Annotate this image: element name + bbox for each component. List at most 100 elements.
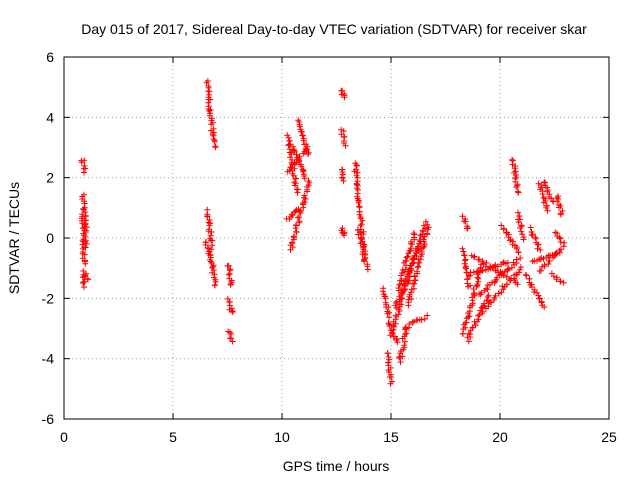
data-point-marker — [293, 186, 300, 193]
data-point-marker — [210, 263, 216, 270]
data-point-marker — [306, 179, 313, 186]
data-point-marker — [424, 221, 431, 228]
data-point-marker — [557, 211, 564, 218]
data-point-marker — [462, 264, 469, 271]
data-point-marker — [80, 268, 87, 274]
x-axis-label: GPS time / hours — [283, 458, 390, 474]
data-point-marker — [209, 131, 216, 138]
data-point-marker — [211, 282, 218, 289]
data-point-marker — [513, 245, 520, 252]
data-point-marker — [292, 182, 298, 189]
data-point-marker — [511, 165, 518, 172]
axis-ticks: 0 5 10 15 20 25 -6 -4 -2 0 2 4 6 — [42, 49, 617, 445]
data-point-marker — [392, 300, 399, 306]
data-point-marker — [83, 240, 90, 247]
data-point-marker — [301, 175, 308, 182]
data-point-marker — [503, 281, 510, 288]
data-point-marker — [495, 290, 502, 297]
data-point-marker — [338, 87, 345, 94]
data-point-marker — [514, 182, 521, 189]
data-point-marker — [560, 279, 567, 286]
x-tick-label: 15 — [383, 429, 399, 445]
x-tick-label: 20 — [492, 429, 508, 445]
data-point-marker — [212, 278, 219, 285]
data-point-marker — [81, 251, 88, 258]
data-point-marker — [85, 276, 91, 283]
y-tick-label: -6 — [42, 411, 55, 427]
data-point-marker — [475, 275, 482, 282]
data-point-marker — [494, 263, 501, 270]
data-point-marker — [479, 258, 486, 265]
data-point-marker — [462, 218, 469, 225]
data-point-marker — [520, 236, 527, 243]
data-point-marker — [298, 163, 305, 170]
data-point-marker — [395, 285, 402, 292]
data-point-marker — [471, 290, 478, 296]
data-point-marker — [410, 230, 417, 237]
data-point-marker — [301, 192, 308, 199]
data-point-marker — [527, 224, 534, 231]
data-point-marker — [406, 248, 413, 255]
data-point-marker — [395, 311, 402, 318]
data-point-marker — [387, 327, 394, 334]
data-point-marker — [541, 179, 548, 186]
data-point-marker — [78, 159, 85, 166]
data-point-marker — [420, 222, 427, 229]
data-point-marker — [342, 142, 349, 149]
x-tick-label: 5 — [169, 429, 177, 445]
data-point-marker — [534, 245, 541, 252]
data-point-marker — [212, 144, 219, 151]
data-point-marker — [517, 255, 524, 262]
data-point-marker — [504, 266, 511, 273]
data-point-marker — [340, 178, 347, 184]
data-point-marker — [82, 260, 89, 267]
data-point-marker — [211, 138, 218, 145]
data-point-marker — [401, 342, 408, 349]
data-point-marker — [540, 255, 547, 262]
data-point-marker — [522, 271, 529, 278]
data-point-marker — [465, 283, 472, 290]
y-tick-label: -4 — [42, 351, 55, 367]
data-point-marker — [380, 288, 386, 295]
data-point-marker — [515, 209, 521, 216]
data-point-marker — [210, 136, 217, 143]
data-point-marker — [340, 230, 347, 237]
data-point-marker — [359, 217, 366, 224]
data-point-marker — [402, 338, 408, 345]
data-point-marker — [387, 380, 394, 387]
data-point-marker — [528, 232, 535, 239]
data-point-marker — [414, 268, 421, 275]
data-point-marker — [402, 266, 409, 273]
data-point-marker — [459, 330, 466, 337]
data-point-marker — [294, 214, 301, 221]
data-point-marker — [498, 222, 505, 229]
data-point-marker — [293, 159, 300, 166]
data-point-marker — [544, 207, 551, 214]
data-point-marker — [403, 325, 410, 332]
data-point-marker — [464, 225, 471, 232]
data-point-marker — [300, 137, 307, 144]
y-tick-label: -2 — [42, 290, 55, 306]
data-point-marker — [286, 138, 293, 144]
data-point-marker — [386, 323, 393, 329]
data-point-marker — [557, 239, 564, 246]
data-point-marker — [81, 284, 87, 291]
data-point-marker — [515, 219, 522, 226]
data-point-marker — [553, 276, 560, 283]
data-point-marker — [204, 213, 211, 220]
data-point-marker — [226, 306, 233, 313]
data-point-marker — [421, 225, 428, 232]
y-axis-label: SDTVAR / TECUs — [6, 182, 22, 294]
data-point-marker — [503, 274, 510, 280]
x-tick-label: 0 — [60, 429, 68, 445]
data-point-marker — [202, 241, 209, 248]
data-point-marker — [206, 248, 213, 255]
data-point-marker — [561, 239, 568, 246]
data-point-marker — [296, 214, 303, 221]
data-point-marker — [226, 299, 233, 306]
data-point-marker — [386, 356, 393, 363]
data-point-marker — [529, 284, 535, 290]
data-point-marker — [554, 198, 561, 205]
data-point-marker — [476, 256, 483, 263]
